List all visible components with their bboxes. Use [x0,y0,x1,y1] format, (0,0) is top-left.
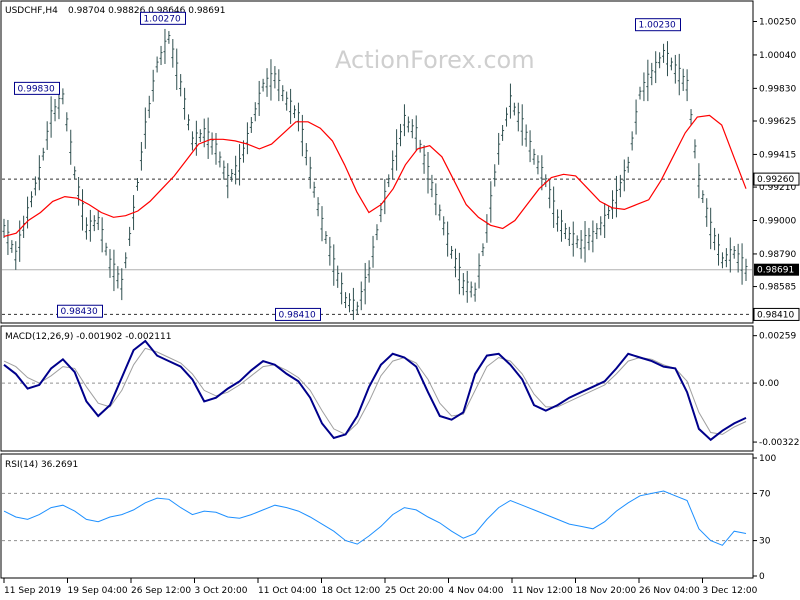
macd-tick-label: 0.00259 [759,332,796,342]
rsi-tick-label: 100 [759,454,776,464]
price-tick-label: 0.99415 [759,150,796,160]
annotation-label: 0.98430 [61,307,98,317]
x-tick-label: 19 Sep 04:00 [68,586,128,596]
x-axis: 11 Sep 2019 19 Sep 04:00 26 Sep 12:00 3 Oct… [3,578,758,596]
annotation-box [275,307,321,321]
x-tick-label: 18 Oct 12:00 [322,586,381,596]
current-price-box [754,263,799,276]
moving-average-line [3,114,747,237]
rsi-series-line [3,490,747,546]
price-tick-label: 1.00250 [759,18,796,28]
macd-series-macd [3,339,747,442]
x-tick-label: 4 Nov 04:00 [449,586,504,596]
price-tick-label: 1.00040 [759,51,796,61]
symbol-header: USDCHF,H4 [5,6,58,16]
annotation-label: 1.00270 [144,14,181,24]
annotation-box [57,304,103,318]
rsi-tick-label: 70 [759,489,771,499]
price-tick-label: 0.99830 [759,84,796,94]
annotation-label: 0.98410 [279,310,316,320]
x-tick-label: 18 Nov 20:00 [576,586,637,596]
level-label-box [753,172,800,186]
rsi-tick-label: 30 [759,537,771,547]
x-tick-label: 11 Sep 2019 [4,586,61,596]
annotation-label: 1.00230 [639,21,676,31]
x-tick-label: 26 Sep 12:00 [131,586,191,596]
current-price-label: 0.98691 [757,266,794,276]
price-tick-label: 0.99210 [759,183,796,193]
annotation-box [140,11,186,25]
watermark: ActionForex.com [335,46,535,74]
annotation-box [635,18,681,32]
rsi-panel-frame [0,453,754,579]
price-tick-label: 0.99625 [759,117,796,127]
rsi-tick-label: 0 [759,572,765,582]
price-tick-label: 0.98790 [759,250,796,260]
level-label: 0.99260 [757,175,794,185]
x-tick-label: 26 Nov 04:00 [639,586,700,596]
macd-tick-label: 0.00 [759,379,779,389]
level-label: 0.98410 [757,310,794,320]
rsi-layer: 100 70 30 0 [2,454,776,582]
price-panel-frame [0,0,754,324]
macd-series-signal [3,347,747,435]
level-label-box [753,307,800,321]
x-tick-label: 25 Oct 20:00 [385,586,444,596]
price-tick-label: 0.99000 [759,217,796,227]
macd-panel-frame [0,325,754,452]
macd-title: MACD(12,26,9) -0.001902 -0.002111 [5,332,171,342]
price-layer: 1.00250 1.00040 0.99830 0.99625 0.99415 0.992… [2,11,800,321]
x-tick-label: 11 Nov 12:00 [512,586,573,596]
rsi-title: RSI(14) 36.2691 [5,460,78,470]
x-tick-label: 3 Oct 20:00 [195,586,248,596]
price-tick-label: 0.98585 [759,283,796,293]
ohlc-header: 0.98704 0.98826 0.98646 0.98691 [68,6,225,16]
annotation-box [14,81,60,95]
annotation-label: 0.99830 [18,84,55,94]
x-tick-label: 11 Oct 04:00 [258,586,317,596]
x-tick-label: 3 Dec 12:00 [703,586,758,596]
